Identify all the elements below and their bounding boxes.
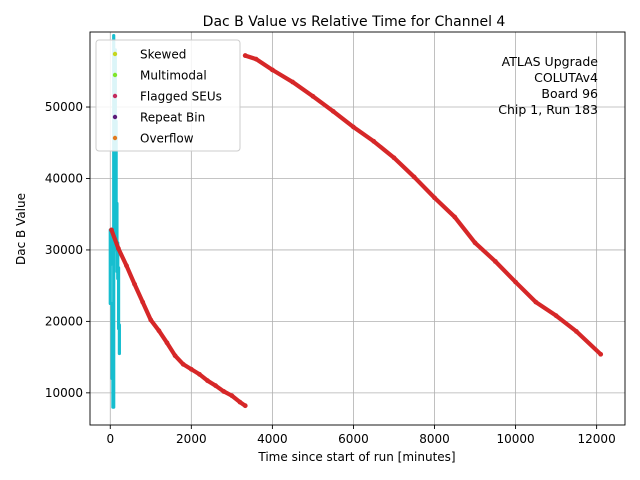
annotation-line: Board 96 bbox=[541, 86, 598, 101]
data-point bbox=[132, 281, 137, 287]
chart-title: Dac B Value vs Relative Time for Channel… bbox=[203, 14, 506, 30]
data-point bbox=[242, 403, 248, 409]
data-point bbox=[330, 108, 336, 114]
legend-label: Multimodal bbox=[140, 69, 207, 83]
annotation-line: ATLAS Upgrade bbox=[502, 54, 599, 69]
x-axis-label: Time since start of run [minutes] bbox=[257, 450, 455, 464]
data-point bbox=[237, 399, 243, 405]
y-tick-label: 10000 bbox=[45, 386, 83, 400]
legend-marker bbox=[112, 51, 118, 57]
data-point bbox=[253, 56, 259, 62]
x-tick-label: 10000 bbox=[496, 432, 534, 446]
data-point bbox=[351, 124, 356, 130]
legend-label: Overflow bbox=[140, 132, 194, 146]
data-point bbox=[213, 383, 219, 389]
annotation: ATLAS Upgrade COLUTAv4 Board 96 Chip 1, … bbox=[498, 54, 598, 117]
data-point bbox=[472, 240, 478, 246]
x-axis-ticks: 0 2000 4000 6000 8000 10000 12000 bbox=[106, 425, 616, 446]
y-axis-ticks: 10000 20000 30000 40000 50000 bbox=[45, 100, 90, 400]
legend-marker bbox=[112, 114, 118, 120]
data-point bbox=[180, 361, 186, 367]
data-point bbox=[205, 378, 210, 384]
y-tick-label: 30000 bbox=[45, 243, 83, 257]
data-point bbox=[115, 246, 121, 251]
data-point bbox=[148, 317, 154, 323]
x-tick-label: 0 bbox=[106, 432, 114, 446]
legend-label: Flagged SEUs bbox=[140, 90, 222, 104]
data-point bbox=[371, 138, 377, 144]
x-tick-label: 4000 bbox=[257, 432, 288, 446]
legend-box bbox=[95, 39, 241, 152]
legend: Skewed Multimodal Flagged SEUs Repeat Bin Ov… bbox=[95, 39, 241, 152]
data-point bbox=[109, 227, 114, 233]
data-point bbox=[172, 353, 178, 359]
x-tick-label: 6000 bbox=[338, 432, 369, 446]
data-point bbox=[242, 53, 248, 58]
legend-label: Repeat Bin bbox=[140, 111, 205, 125]
data-point bbox=[188, 366, 194, 372]
plot-frame bbox=[89, 31, 626, 426]
data-point bbox=[124, 263, 129, 269]
data-point bbox=[140, 299, 146, 305]
data-point bbox=[533, 299, 539, 305]
y-tick-label: 40000 bbox=[45, 171, 83, 185]
legend-marker bbox=[112, 72, 118, 78]
data-point bbox=[229, 393, 235, 399]
data-point bbox=[269, 67, 275, 73]
annotation-line: Chip 1, Run 183 bbox=[498, 102, 598, 117]
x-tick-label: 2000 bbox=[176, 432, 207, 446]
data-point bbox=[598, 351, 604, 357]
y-axis-label: Dac B Value bbox=[14, 193, 28, 265]
data-point bbox=[290, 79, 296, 85]
data-point bbox=[513, 279, 518, 285]
data-point bbox=[391, 155, 397, 161]
data-point bbox=[573, 328, 579, 334]
data-point bbox=[221, 389, 227, 394]
data-point bbox=[411, 174, 417, 180]
data-point bbox=[432, 195, 437, 201]
y-tick-label: 20000 bbox=[45, 314, 83, 328]
y-tick-label: 50000 bbox=[45, 100, 83, 114]
legend-marker bbox=[112, 93, 118, 99]
data-point bbox=[156, 328, 162, 334]
data-point bbox=[197, 371, 202, 377]
plot-data bbox=[108, 33, 604, 409]
data-point bbox=[310, 93, 316, 99]
data-point bbox=[164, 340, 170, 346]
x-tick-label: 12000 bbox=[578, 432, 616, 446]
annotation-line: COLUTAv4 bbox=[534, 70, 598, 85]
legend-label: Skewed bbox=[140, 48, 186, 62]
series-point-trail bbox=[109, 227, 248, 408]
legend-marker bbox=[112, 135, 118, 141]
data-point bbox=[452, 214, 458, 220]
data-point bbox=[492, 258, 498, 264]
x-tick-label: 8000 bbox=[419, 432, 450, 446]
data-point bbox=[553, 313, 559, 319]
